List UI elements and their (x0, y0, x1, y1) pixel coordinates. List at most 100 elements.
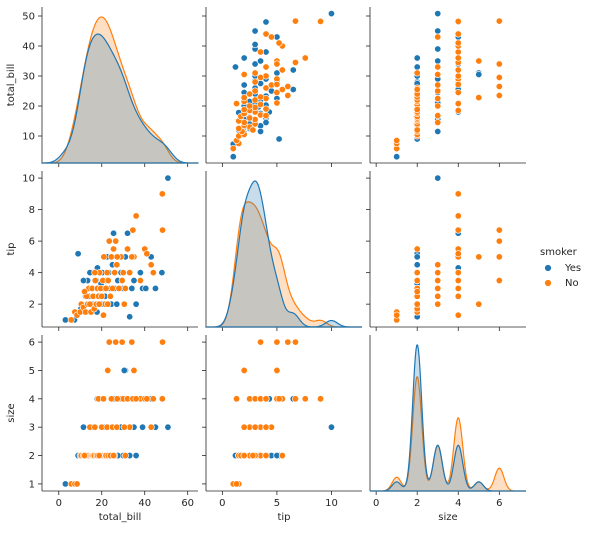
x-tick-label: 10 (325, 498, 338, 509)
scatter-point-no (301, 54, 309, 62)
scatter-point-yes (413, 63, 421, 71)
x-tick-label: 2 (414, 498, 420, 509)
scatter-point-no (434, 95, 442, 103)
scatter-point-no (105, 237, 113, 245)
scatter-point-no (301, 395, 309, 403)
scatter-point-yes (262, 18, 270, 26)
scatter-point-yes (151, 284, 159, 292)
scatter-point-no (91, 423, 99, 431)
scatter-point-no (495, 74, 503, 82)
scatter-point-yes (434, 10, 442, 18)
scatter-point-yes (327, 10, 335, 18)
panel-size-vs-tip: 0 5 10 tip (202, 335, 362, 523)
x-axis-label: tip (277, 512, 290, 523)
scatter-point-no (273, 338, 281, 346)
scatter-point-no (257, 48, 265, 56)
scatter-point-no (278, 86, 286, 94)
scatter-point-no (434, 81, 442, 89)
x-tick-label: 20 (95, 498, 108, 509)
scatter-point-yes (124, 229, 132, 237)
scatter-point-no (434, 87, 442, 95)
scatter-point-no (475, 94, 483, 102)
scatter-point-no (434, 102, 442, 110)
scatter-point-yes (251, 40, 259, 48)
scatter-point-no (454, 66, 462, 74)
y-tick-label: 20 (22, 102, 35, 113)
scatter-point-yes (79, 277, 87, 285)
scatter-point-no (454, 30, 462, 38)
scatter-point-yes (240, 81, 248, 89)
scatter-point-no (495, 17, 503, 25)
scatter-point-no (262, 30, 270, 38)
scatter-point-no (108, 284, 116, 292)
scatter-point-no (454, 292, 462, 300)
legend-title: smoker (540, 247, 578, 258)
scatter-point-no (434, 63, 442, 71)
scatter-point-no (251, 423, 259, 431)
scatter-point-no (475, 57, 483, 65)
scatter-point-no (110, 245, 118, 253)
scatter-point-no (413, 245, 421, 253)
scatter-point-no (111, 269, 119, 277)
scatter-point-yes (275, 135, 283, 143)
scatter-point-no (233, 480, 241, 488)
scatter-point-no (104, 277, 112, 285)
scatter-point-no (67, 316, 75, 324)
scatter-point-no (434, 33, 442, 41)
scatter-point-no (251, 69, 259, 77)
scatter-point-no (126, 269, 134, 277)
y-tick-label: 2 (29, 451, 35, 462)
scatter-point-no (129, 226, 137, 234)
scatter-point-no (284, 92, 292, 100)
scatter-point-no (273, 80, 281, 88)
scatter-point-no (273, 366, 281, 374)
panel-total_bill-vs-tip (202, 7, 362, 167)
scatter-point-no (233, 100, 241, 108)
scatter-point-no (113, 395, 121, 403)
y-tick-label: 8 (29, 205, 35, 216)
scatter-point-no (143, 395, 151, 403)
scatter-point-no (249, 126, 257, 134)
scatter-point-no (454, 284, 462, 292)
scatter-point-no (284, 338, 292, 346)
scatter-point-no (105, 338, 113, 346)
scatter-point-no (240, 94, 248, 102)
scatter-point-no (240, 423, 248, 431)
scatter-point-no (434, 71, 442, 79)
scatter-point-no (413, 277, 421, 285)
scatter-point-no (275, 39, 283, 47)
scatter-point-no (130, 366, 138, 374)
scatter-point-yes (231, 63, 239, 71)
scatter-point-no (454, 54, 462, 62)
x-tick-label: 6 (496, 498, 502, 509)
scatter-point-no (291, 338, 299, 346)
scatter-point-no (128, 253, 136, 261)
scatter-point-no (251, 87, 259, 95)
scatter-point-no (240, 106, 248, 114)
scatter-point-yes (158, 269, 166, 277)
scatter-point-no (120, 423, 128, 431)
scatter-point-yes (164, 423, 172, 431)
scatter-point-no (106, 292, 114, 300)
scatter-point-no (278, 452, 286, 460)
scatter-point-no (257, 74, 265, 82)
scatter-point-no (273, 60, 281, 68)
scatter-point-no (262, 395, 270, 403)
scatter-point-yes (79, 423, 87, 431)
scatter-point-no (257, 338, 265, 346)
scatter-point-yes (74, 250, 82, 258)
x-tick-label: 5 (274, 498, 280, 509)
scatter-point-no (317, 395, 325, 403)
scatter-point-no (246, 90, 254, 98)
y-axis-label: size (6, 403, 17, 422)
y-tick-label: 2 (29, 300, 35, 311)
scatter-point-no (291, 58, 299, 66)
scatter-point-no (454, 250, 462, 258)
x-tick-label: 0 (56, 498, 62, 509)
scatter-point-no (104, 366, 112, 374)
scatter-point-no (128, 338, 136, 346)
scatter-point-no (257, 93, 265, 101)
scatter-point-no (124, 245, 132, 253)
scatter-point-yes (120, 366, 128, 374)
